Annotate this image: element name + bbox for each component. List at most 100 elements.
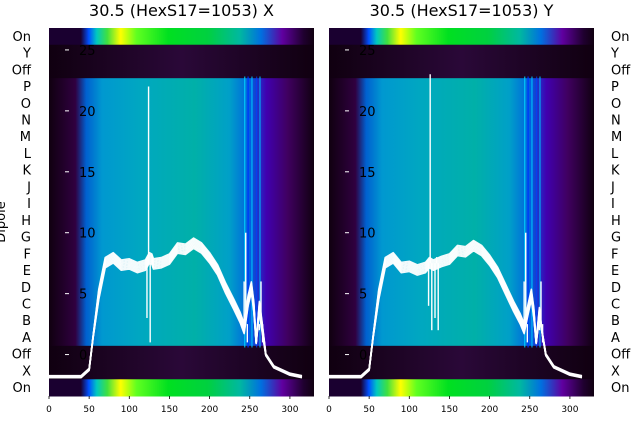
row-label: K bbox=[22, 164, 31, 179]
row-label: E bbox=[23, 264, 31, 279]
row-label: G bbox=[21, 231, 31, 246]
heatmap-row bbox=[329, 295, 594, 313]
heatmap-streak bbox=[251, 76, 253, 348]
heatmap-streak bbox=[259, 76, 261, 348]
row-label: J bbox=[610, 180, 615, 195]
heatmap-row bbox=[329, 28, 594, 46]
y-tick-label: 10 bbox=[359, 227, 376, 242]
row-label: Y bbox=[610, 47, 619, 62]
heatmap-row bbox=[329, 312, 594, 330]
row-label: I bbox=[611, 197, 615, 212]
y-tick-label: 5 bbox=[359, 288, 367, 303]
row-label: B bbox=[22, 314, 31, 329]
heatmap-row bbox=[49, 195, 314, 213]
heatmap-row bbox=[49, 28, 314, 46]
x-tick-label: 300 bbox=[281, 405, 298, 415]
heatmap-streak bbox=[539, 76, 541, 348]
overlay-line bbox=[329, 239, 583, 377]
row-label: C bbox=[22, 298, 31, 313]
heatmap-row bbox=[49, 329, 314, 347]
heatmap-streak bbox=[527, 76, 529, 348]
x-tick-label: 300 bbox=[561, 405, 578, 415]
heatmap-row bbox=[329, 178, 594, 196]
x-tick-label: 150 bbox=[161, 405, 178, 415]
row-label: E bbox=[611, 264, 619, 279]
row-label: X bbox=[22, 364, 31, 379]
heatmap-row bbox=[49, 278, 314, 297]
row-label: H bbox=[21, 214, 31, 229]
x-tick-label: 200 bbox=[201, 405, 218, 415]
heatmap-row bbox=[329, 145, 594, 163]
row-label: D bbox=[21, 281, 31, 296]
heatmap-row bbox=[329, 262, 594, 280]
heatmap-row bbox=[329, 278, 594, 297]
heatmap-row bbox=[49, 345, 314, 364]
heatmap-row bbox=[49, 362, 314, 380]
x-tick-label: 150 bbox=[441, 405, 458, 415]
row-label: P bbox=[23, 80, 31, 95]
y-tick-label: 20 bbox=[359, 105, 376, 120]
heatmap-streak bbox=[531, 76, 533, 348]
row-label: L bbox=[611, 147, 619, 162]
heatmap-row bbox=[329, 128, 594, 146]
y-tick-label: 10 bbox=[79, 227, 96, 242]
heatmap-row bbox=[329, 345, 594, 364]
y-tick-label: 25 bbox=[79, 44, 96, 59]
heatmap-streak bbox=[536, 76, 538, 348]
y-tick-label: 5 bbox=[79, 288, 87, 303]
row-label: Off bbox=[12, 63, 32, 78]
y-tick-label: 0 bbox=[359, 349, 367, 364]
heatmap-row bbox=[329, 329, 594, 347]
row-label: M bbox=[20, 130, 31, 145]
y-tick-label: 0 bbox=[79, 349, 87, 364]
heatmap-row bbox=[49, 295, 314, 313]
heatmap-row bbox=[329, 362, 594, 380]
row-label: N bbox=[611, 114, 621, 129]
row-label: C bbox=[611, 298, 620, 313]
row-label: O bbox=[21, 97, 31, 112]
row-label: F bbox=[611, 247, 618, 262]
panel-title: 30.5 (HexS17=1053) X bbox=[89, 1, 274, 20]
row-label: B bbox=[611, 314, 620, 329]
heatmap-streak bbox=[247, 76, 249, 348]
heatmap-row bbox=[329, 195, 594, 213]
x-tick-label: 200 bbox=[481, 405, 498, 415]
heatmap-row bbox=[49, 178, 314, 196]
x-tick-label: 0 bbox=[326, 405, 332, 415]
heatmap-row bbox=[329, 379, 594, 397]
x-tick-label: 50 bbox=[83, 405, 95, 415]
y-tick-label: 20 bbox=[79, 105, 96, 120]
row-label: Off bbox=[611, 63, 631, 78]
heatmap-streak bbox=[244, 76, 246, 348]
row-label: On bbox=[611, 381, 629, 396]
y-tick-label: 15 bbox=[359, 166, 376, 181]
heatmap-row bbox=[329, 44, 594, 62]
row-label: G bbox=[611, 231, 621, 246]
row-label: P bbox=[611, 80, 619, 95]
panel-title: 30.5 (HexS17=1053) Y bbox=[370, 1, 554, 20]
row-label: F bbox=[24, 247, 31, 262]
row-label: Y bbox=[22, 47, 31, 62]
heatmap-row bbox=[49, 44, 314, 62]
heatmap-row bbox=[329, 78, 594, 96]
heatmap-streak bbox=[524, 76, 526, 348]
heatmap-row bbox=[49, 379, 314, 397]
x-tick-label: 100 bbox=[121, 405, 138, 415]
y-tick-label: 15 bbox=[79, 166, 96, 181]
row-label: O bbox=[611, 97, 621, 112]
y-tick-label: 25 bbox=[359, 44, 376, 59]
y-axis-label: Dipole bbox=[0, 201, 9, 242]
heatmap-row bbox=[49, 128, 314, 146]
row-label: On bbox=[611, 30, 629, 45]
heatmap-row bbox=[329, 61, 594, 79]
heatmap-row bbox=[49, 61, 314, 79]
overlay-line bbox=[49, 237, 303, 377]
row-label: J bbox=[26, 180, 31, 195]
row-label: N bbox=[21, 114, 31, 129]
row-label: I bbox=[27, 197, 31, 212]
row-label: X bbox=[611, 364, 620, 379]
heatmap-streak bbox=[256, 76, 258, 348]
heatmap-row bbox=[49, 145, 314, 163]
